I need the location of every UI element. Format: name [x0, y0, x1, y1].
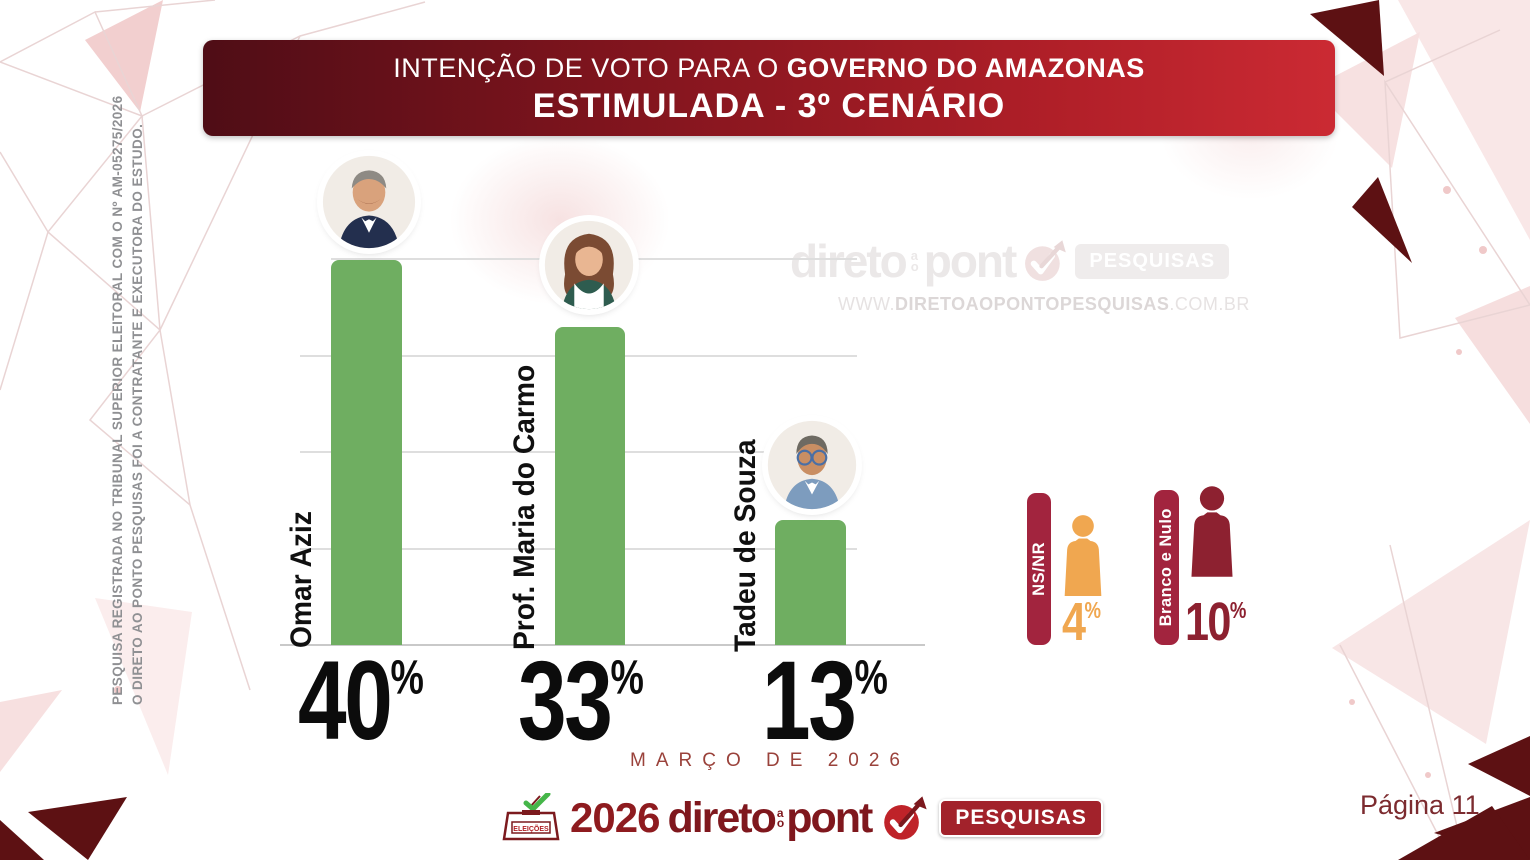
person-icon-nsnr	[1064, 515, 1102, 596]
footer-brand-ao-o: o	[776, 816, 785, 830]
candidate-photo-tadeu-de-souza	[766, 419, 858, 511]
candidate-photo-maria-do-carmo	[543, 219, 635, 311]
registration-note-line1: PESQUISA REGISTRADA NO TRIBUNAL SUPERIOR…	[110, 95, 125, 705]
percent-maria-do-carmo: 33%	[518, 645, 644, 757]
bar-maria-do-carmo	[555, 327, 625, 645]
candidate-name-tadeu-de-souza: Tadeu de Souza	[729, 439, 762, 652]
watermark-brand-second: pont	[923, 235, 1018, 287]
page-number: Página 11	[1360, 790, 1480, 820]
legend-label-branco-nulo: Branco e Nulo	[1157, 508, 1175, 627]
ballot-box-label: ELEIÇÕES	[513, 824, 549, 833]
watermark-brand-first: direto	[790, 235, 908, 287]
percent-nsnr: 4%	[1062, 595, 1101, 649]
footer-brand-wordmark: direto a o pont	[667, 793, 873, 843]
watermark-url: WWW.DIRETOAOPONTOPESQUISAS.COM.BR	[838, 294, 1249, 315]
watermark-brand-ao: a o	[910, 248, 920, 274]
watermark-url-domain: DIRETOAOPONTOPESQUISAS	[894, 294, 1170, 314]
percent-sign: %	[1229, 596, 1247, 623]
footer-brand-ao: a o	[775, 806, 786, 830]
poll-title: INTENÇÃO DE VOTO PARA O GOVERNO DO AMAZO…	[203, 53, 1335, 84]
percent-omar-value: 40	[298, 638, 393, 763]
bar-omar-aziz	[331, 260, 402, 645]
candidate-name-omar-aziz: Omar Aziz	[285, 511, 318, 648]
watermark-ao-a: a	[910, 248, 919, 263]
footer-brand-first: direto	[667, 793, 776, 842]
percent-sign: %	[1084, 596, 1101, 623]
chart-baseline	[280, 644, 925, 646]
title-banner: INTENÇÃO DE VOTO PARA O GOVERNO DO AMAZO…	[203, 40, 1335, 136]
footer-pesquisas-badge: PESQUISAS	[939, 799, 1103, 837]
person-icon-branco-nulo	[1191, 486, 1233, 577]
percent-sign: %	[854, 650, 888, 705]
percent-nsnr-value: 4	[1062, 592, 1086, 652]
footer-check-arrow-icon	[884, 796, 928, 840]
watermark-url-www: WWW.	[838, 294, 895, 314]
watermark-url-tld: .COM.BR	[1169, 294, 1250, 314]
registration-note-line2: O DIRETO AO PONTO PESQUISAS FOI A CONTRA…	[130, 123, 145, 705]
watermark-pesquisas-badge: PESQUISAS	[1075, 243, 1230, 279]
footer-brand-second: pont	[786, 793, 873, 842]
percent-branco-nulo-value: 10	[1185, 592, 1231, 652]
candidate-name-maria-do-carmo: Prof. Maria do Carmo	[508, 364, 541, 650]
bar-tadeu-de-souza	[775, 520, 846, 645]
poll-subtitle: ESTIMULADA - 3º CENÁRIO	[532, 87, 1006, 125]
watermark-ao-o: o	[910, 259, 919, 274]
percent-maria-value: 33	[518, 638, 613, 763]
percent-omar-aziz: 40%	[298, 645, 424, 757]
candidate-photo-omar-aziz	[321, 154, 417, 250]
watermark-check-arrow-icon	[1025, 240, 1067, 281]
percent-sign: %	[610, 650, 644, 705]
footer-brand: ELEIÇÕES 2026 direto a o pont PESQUISAS	[500, 790, 1103, 846]
legend-label-nsnr: NS/NR	[1029, 542, 1048, 596]
footer-year: 2026	[570, 794, 660, 841]
poll-title-regular: INTENÇÃO DE VOTO PARA O	[393, 53, 787, 83]
poll-date: MARÇO DE 2026	[630, 750, 910, 771]
percent-sign: %	[390, 650, 424, 705]
legend-pill-branco-nulo: Branco e Nulo	[1154, 490, 1179, 645]
footer-brand-ao-a: a	[776, 806, 784, 820]
legend-pill-nsnr: NS/NR	[1027, 493, 1051, 645]
watermark: direto a o pont PESQUISAS WWW.DIRETOAOPO…	[790, 234, 1249, 315]
registration-note: PESQUISA REGISTRADA NO TRIBUNAL SUPERIOR…	[108, 95, 152, 705]
ballot-box-icon: ELEIÇÕES	[502, 793, 560, 841]
percent-tadeu-de-souza: 13%	[762, 645, 888, 757]
poll-title-bold: GOVERNO DO AMAZONAS	[786, 53, 1145, 83]
percent-tadeu-value: 13	[762, 638, 857, 763]
percent-branco-nulo: 10%	[1185, 595, 1247, 649]
